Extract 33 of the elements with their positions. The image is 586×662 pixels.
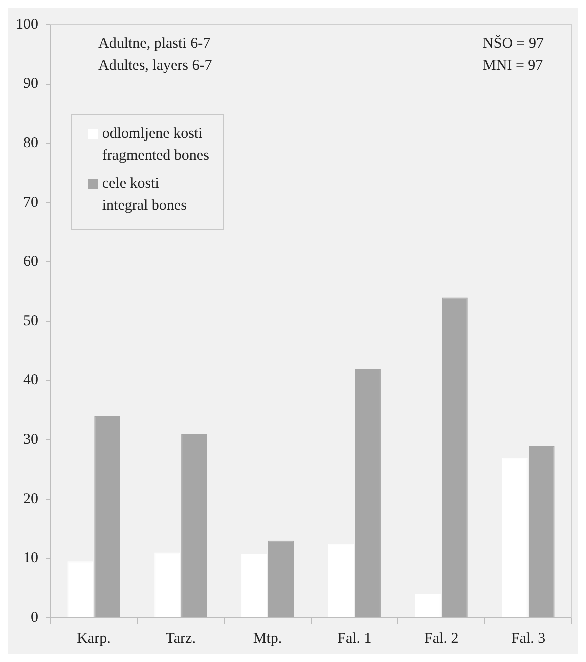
x-tick-label: Fal. 3: [511, 630, 546, 647]
y-tick-label: 20: [24, 491, 38, 508]
y-tick-label: 80: [24, 136, 38, 152]
x-tick-label: Mtp.: [253, 630, 282, 647]
y-tick-label: 70: [24, 194, 38, 211]
x-tick-label: Tarz.: [166, 630, 196, 647]
bar: [502, 458, 528, 618]
x-tick-label: Fal. 2: [424, 630, 459, 647]
bar: [529, 446, 555, 618]
x-tick-label: Fal. 1: [338, 630, 372, 647]
bar: [415, 594, 441, 618]
bar: [182, 434, 208, 618]
bar: [355, 368, 381, 618]
y-tick-label: 0: [31, 610, 38, 626]
bar: [268, 540, 294, 618]
legend-label: odlomljene kosti fragmented bones: [102, 124, 210, 166]
bar: [94, 416, 120, 618]
bar: [242, 554, 268, 618]
y-tick-label: 50: [24, 313, 38, 330]
y-tick-label: 100: [16, 16, 38, 33]
bar: [328, 544, 354, 618]
bar: [442, 298, 468, 618]
y-tick-label: 60: [24, 254, 38, 270]
y-tick-label: 10: [24, 550, 38, 567]
y-tick-label: 40: [24, 372, 38, 389]
x-tick-label: Karp.: [77, 630, 111, 647]
y-tick-label: 30: [24, 432, 38, 448]
legend-label: cele kosti integral bones: [102, 174, 187, 216]
annotation: Adultne, plasti 6-7 Adultes, layers 6-7: [98, 35, 212, 76]
y-tick-label: 90: [24, 76, 38, 92]
bar: [154, 552, 180, 618]
bar: [68, 562, 94, 618]
annotation: NŠO = 97 MNI = 97: [483, 34, 544, 76]
